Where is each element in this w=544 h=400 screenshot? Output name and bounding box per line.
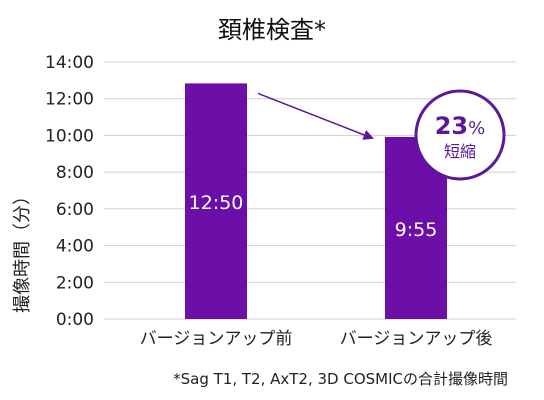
y-tick-label: 2:00	[56, 273, 94, 293]
x-tick-label: バージョンアップ後	[340, 329, 493, 349]
reduction-percent: 23%	[435, 112, 486, 140]
reduction-percent-number: 23	[435, 112, 468, 140]
reduction-percent-sign: %	[468, 118, 485, 139]
footnote: *Sag T1, T2, AxT2, 3D COSMICの合計撮像時間	[173, 370, 508, 388]
y-tick-label: 12:00	[45, 90, 94, 110]
reduction-arrow	[257, 92, 374, 140]
y-tick-label: 0:00	[56, 310, 94, 330]
chart-title: 頚椎検査*	[218, 16, 326, 44]
x-tick-label: バージョンアップ前	[140, 329, 293, 349]
bar-value-label: 12:50	[189, 192, 244, 214]
y-tick-label: 14:00	[45, 53, 94, 73]
reduction-label: 短縮	[444, 142, 476, 161]
reduction-callout	[414, 89, 506, 181]
y-tick-label: 10:00	[45, 126, 94, 146]
y-tick-label: 4:00	[56, 237, 94, 257]
bar	[185, 83, 247, 319]
y-tick-label: 6:00	[56, 200, 94, 220]
bar-value-label: 9:55	[395, 219, 438, 241]
y-tick-label: 8:00	[56, 163, 94, 183]
